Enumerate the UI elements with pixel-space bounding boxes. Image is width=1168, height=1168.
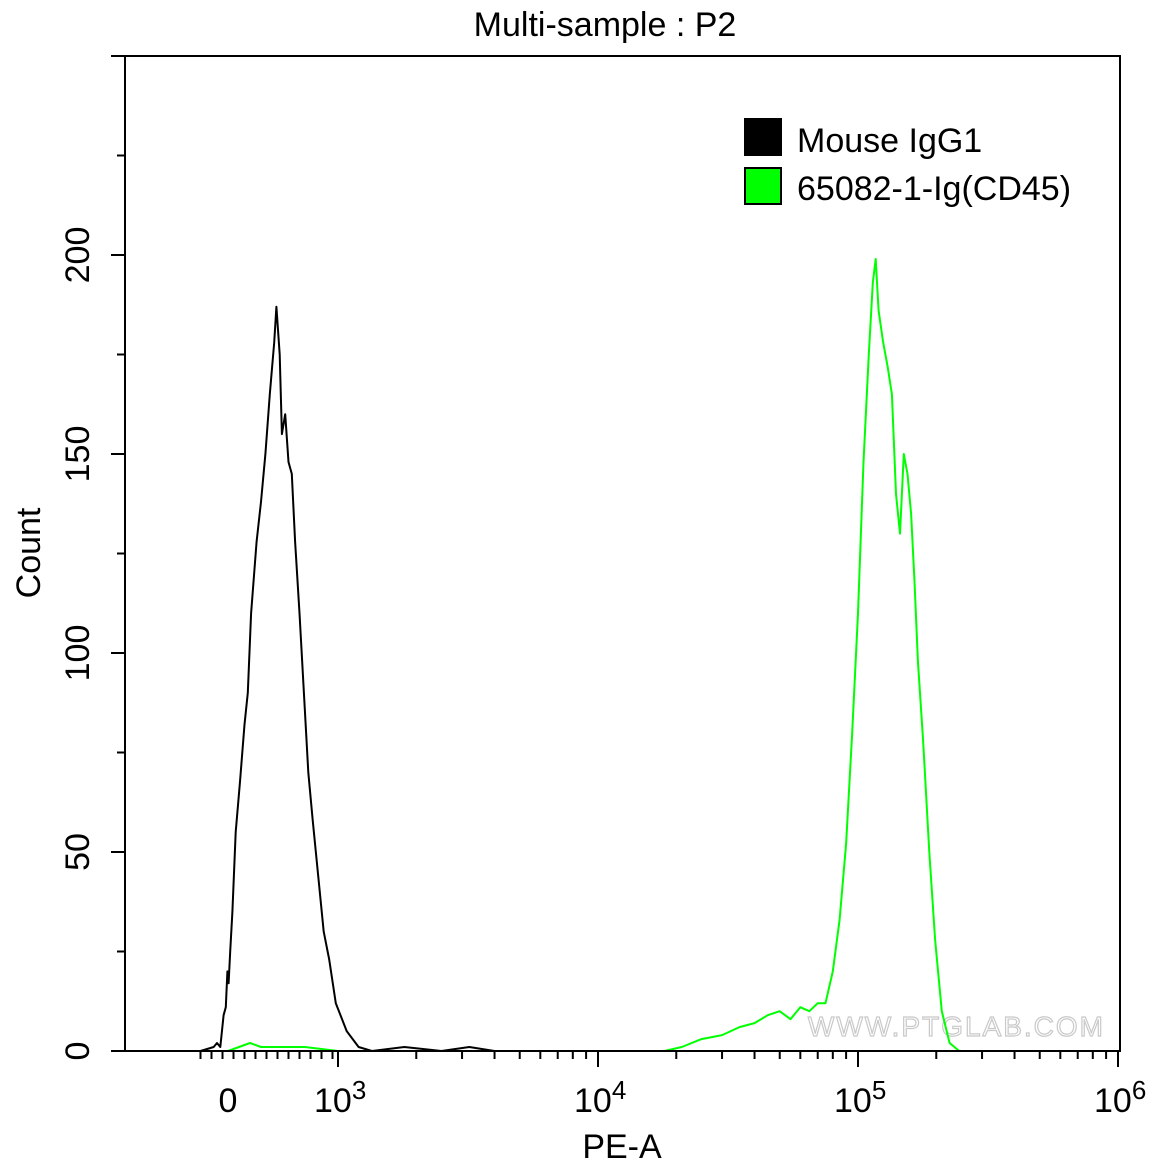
legend-label-cd45: 65082-1-Ig(CD45) [797, 170, 1071, 208]
x-tick-label: 104 [574, 1075, 626, 1120]
watermark: WWW.PTGLAB.COM [808, 1011, 1105, 1042]
legend: Mouse IgG1 65082-1-Ig(CD45) [744, 118, 1071, 208]
y-tick-label: 200 [59, 227, 97, 284]
x-axis-ticks: 0 103 104 105 106 [199, 1051, 1146, 1120]
y-tick-label: 150 [59, 426, 97, 483]
y-axis-ticks: 0 50 100 150 200 [59, 55, 125, 1061]
y-tick-label: 50 [59, 833, 97, 871]
y-tick-label: 100 [59, 625, 97, 682]
y-axis-label: Count [10, 507, 48, 598]
legend-label-mouse-igg1: Mouse IgG1 [797, 122, 982, 160]
x-tick-label: 106 [1094, 1075, 1146, 1120]
chart-title: Multi-sample : P2 [474, 6, 737, 44]
series-line-mouse-igg1 [200, 305, 1118, 1052]
legend-swatch-mouse-igg1 [744, 118, 782, 156]
series-layer [200, 258, 1118, 1052]
series-line-cd45 [200, 258, 1118, 1052]
x-axis-label: PE-A [582, 1128, 662, 1166]
x-tick-label: 105 [834, 1075, 886, 1120]
x-tick-label: 103 [314, 1075, 366, 1120]
y-tick-label: 0 [59, 1042, 97, 1061]
legend-swatch-cd45 [744, 167, 782, 205]
x-tick-label: 0 [219, 1082, 238, 1120]
